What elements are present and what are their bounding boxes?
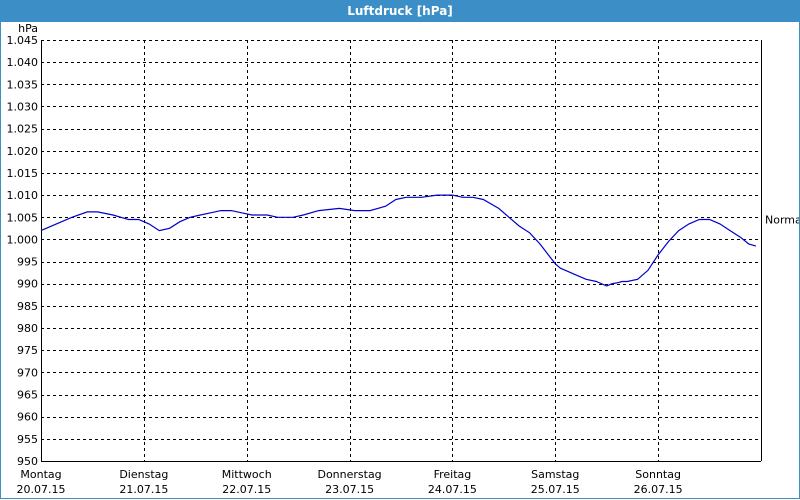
y-tick-label: 965: [17, 389, 38, 402]
x-tick-date-label: 21.07.15: [119, 483, 168, 496]
y-tick-label: 1.005: [7, 211, 39, 224]
y-tick-label: 1.010: [7, 189, 39, 202]
x-tick-date-label: 22.07.15: [222, 483, 271, 496]
y-tick-label: 1.025: [7, 123, 39, 136]
grid: [41, 40, 761, 461]
x-tick-day-label: Mittwoch: [222, 468, 272, 481]
y-tick-label: 970: [17, 366, 38, 379]
y-tick-label: 950: [17, 455, 38, 468]
x-tick-day-label: Dienstag: [119, 468, 168, 481]
x-tick-date-label: 24.07.15: [428, 483, 477, 496]
x-tick-day-label: Samstag: [531, 468, 579, 481]
axes: [41, 40, 762, 462]
x-tick-day-label: Freitag: [434, 468, 472, 481]
series-layer: [40, 194, 757, 287]
x-tick-date-label: 20.07.15: [17, 483, 66, 496]
y-tick-label: 980: [17, 322, 38, 335]
reference-label: Normal: [765, 213, 799, 226]
y-tick-label: 1.020: [7, 145, 39, 158]
y-tick-label: 985: [17, 300, 38, 313]
labels: 950 955 960 965 970 975 980 985 990 995 1.000 1.005…: [7, 22, 800, 496]
chart-title: Luftdruck [hPa]: [0, 0, 800, 22]
chart-frame: 950 955 960 965 970 975 980 985 990 995 1.000 1.005…: [0, 22, 800, 499]
y-tick-label: 1.035: [7, 78, 39, 91]
y-tick-label: 975: [17, 344, 38, 357]
y-tick-label: 1.015: [7, 167, 39, 180]
pressure-chart: 950 955 960 965 970 975 980 985 990 995 1.000 1.005…: [7, 22, 800, 496]
x-tick-day-label: Montag: [20, 468, 61, 481]
pressure-line: [40, 194, 757, 287]
y-tick-label: 1.000: [7, 233, 39, 246]
x-tick-day-label: Sonntag: [635, 468, 681, 481]
y-tick-label: 955: [17, 433, 38, 446]
y-tick-label: 1.030: [7, 100, 39, 113]
x-tick-date-label: 26.07.15: [634, 483, 683, 496]
y-axis-label: hPa: [18, 22, 38, 35]
y-tick-label: 995: [17, 256, 38, 269]
x-tick-date-label: 23.07.15: [325, 483, 374, 496]
y-tick-label: 960: [17, 411, 38, 424]
x-tick-date-label: 25.07.15: [531, 483, 580, 496]
y-tick-label: 1.040: [7, 56, 39, 69]
y-tick-label: 990: [17, 278, 38, 291]
y-tick-label: 1.045: [7, 34, 39, 47]
x-tick-day-label: Donnerstag: [317, 468, 381, 481]
